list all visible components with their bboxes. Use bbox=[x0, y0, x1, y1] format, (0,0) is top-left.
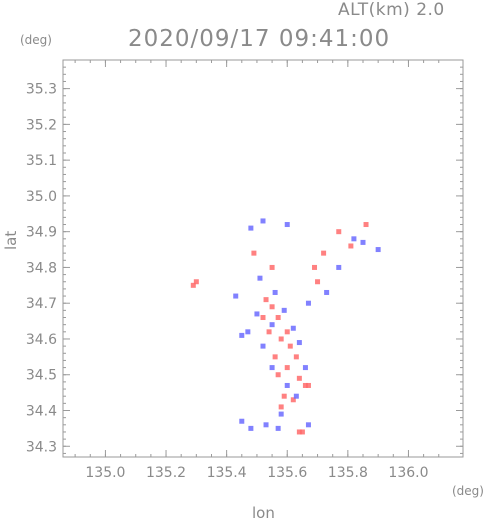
y-tick-label: 34.7 bbox=[26, 296, 57, 312]
data-point bbox=[296, 375, 302, 381]
altitude-label: ALT(km) 2.0 bbox=[338, 0, 445, 20]
data-point bbox=[263, 297, 269, 303]
data-point bbox=[260, 218, 266, 224]
x-tick-label: 136.0 bbox=[388, 465, 428, 481]
data-point bbox=[275, 425, 281, 431]
x-axis-label: lon bbox=[252, 504, 275, 522]
data-point bbox=[239, 418, 245, 424]
y-tick-label: 35.2 bbox=[26, 117, 57, 133]
data-point bbox=[351, 236, 357, 242]
data-point bbox=[321, 250, 327, 256]
data-point bbox=[278, 336, 284, 342]
data-point bbox=[299, 429, 305, 435]
x-axis-unit: (deg) bbox=[452, 484, 484, 498]
data-point bbox=[251, 250, 257, 256]
data-point bbox=[275, 372, 281, 378]
y-tick-label: 35.0 bbox=[26, 189, 57, 205]
data-point bbox=[302, 382, 308, 388]
data-point bbox=[248, 425, 254, 431]
x-tick-label: 135.6 bbox=[267, 465, 307, 481]
data-point bbox=[336, 229, 342, 235]
y-tick-label: 34.4 bbox=[26, 404, 57, 420]
data-point bbox=[363, 222, 369, 228]
data-point bbox=[296, 340, 302, 346]
data-point bbox=[336, 264, 342, 270]
data-point bbox=[239, 332, 245, 338]
data-point bbox=[375, 247, 381, 253]
data-point bbox=[284, 365, 290, 371]
data-point bbox=[254, 311, 260, 317]
data-point bbox=[275, 315, 281, 321]
data-point bbox=[290, 397, 296, 403]
data-point bbox=[269, 365, 275, 371]
data-point bbox=[248, 225, 254, 231]
data-point bbox=[293, 354, 299, 360]
data-point bbox=[324, 289, 330, 295]
data-point bbox=[305, 300, 311, 306]
data-point bbox=[348, 243, 354, 249]
data-point bbox=[257, 275, 263, 281]
data-point bbox=[272, 354, 278, 360]
x-tick-label: 135.4 bbox=[207, 465, 247, 481]
y-axis-unit: (deg) bbox=[20, 33, 52, 47]
y-tick-label: 34.5 bbox=[26, 368, 57, 384]
y-tick-label: 35.1 bbox=[26, 153, 57, 169]
data-point bbox=[190, 282, 196, 288]
data-point bbox=[269, 304, 275, 310]
data-point bbox=[281, 393, 287, 399]
data-point bbox=[284, 222, 290, 228]
data-point bbox=[284, 382, 290, 388]
y-tick-label: 34.3 bbox=[26, 439, 57, 455]
data-point bbox=[315, 279, 321, 285]
timestamp-title: 2020/09/17 09:41:00 bbox=[128, 26, 391, 52]
data-point bbox=[260, 343, 266, 349]
data-point bbox=[266, 329, 272, 335]
data-point bbox=[278, 404, 284, 410]
y-tick-label: 34.9 bbox=[26, 225, 57, 241]
x-tick-label: 135.0 bbox=[85, 465, 125, 481]
data-point bbox=[302, 365, 308, 371]
data-point bbox=[360, 239, 366, 245]
data-point bbox=[233, 293, 239, 299]
data-point bbox=[287, 343, 293, 349]
data-point bbox=[272, 289, 278, 295]
axis-ticks-layer: 135.0 135.2 135.4 135.6 135.8 136.0 34.3 34.4 34… bbox=[26, 60, 463, 481]
data-point bbox=[263, 422, 269, 428]
data-points-layer bbox=[190, 218, 381, 435]
data-point bbox=[312, 264, 318, 270]
data-point bbox=[305, 382, 311, 388]
data-point bbox=[278, 411, 284, 417]
y-tick-label: 34.8 bbox=[26, 260, 57, 276]
data-point bbox=[293, 393, 299, 399]
data-point bbox=[269, 322, 275, 328]
y-tick-label: 34.6 bbox=[26, 332, 57, 348]
data-point bbox=[305, 422, 311, 428]
data-point bbox=[260, 315, 266, 321]
x-tick-label: 135.2 bbox=[146, 465, 186, 481]
data-point bbox=[290, 325, 296, 331]
data-point bbox=[269, 264, 275, 270]
data-point bbox=[284, 329, 290, 335]
data-point bbox=[245, 329, 251, 335]
plot-frame bbox=[62, 59, 464, 458]
data-point bbox=[281, 307, 287, 313]
x-tick-label: 135.8 bbox=[328, 465, 368, 481]
y-tick-label: 35.3 bbox=[26, 82, 57, 98]
data-point bbox=[193, 279, 199, 285]
data-point bbox=[296, 429, 302, 435]
